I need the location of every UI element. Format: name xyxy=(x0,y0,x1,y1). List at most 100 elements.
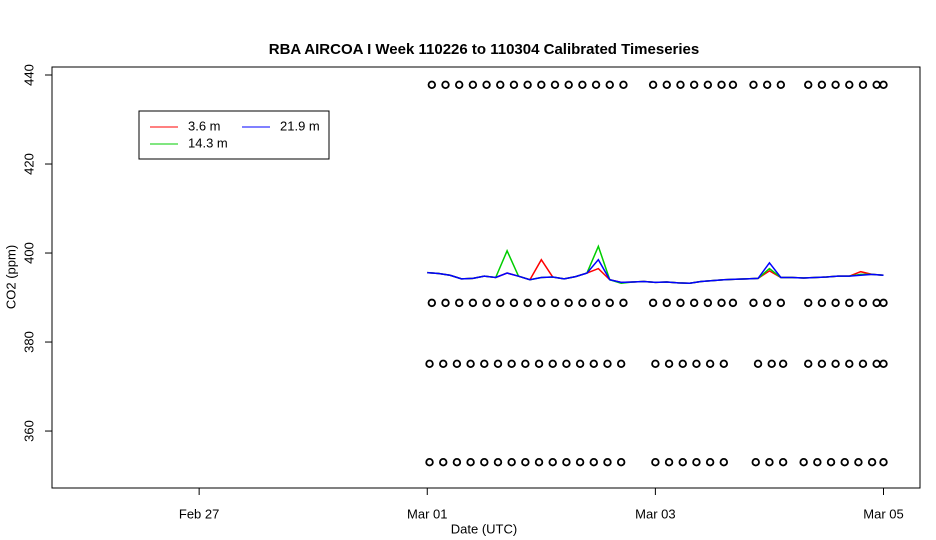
legend-label: 21.9 m xyxy=(280,118,320,133)
flag-point xyxy=(468,298,478,308)
flag-point xyxy=(480,457,489,467)
flag-point xyxy=(689,298,699,308)
flag-point xyxy=(719,359,729,369)
flag-point xyxy=(591,80,601,90)
flag-point xyxy=(425,359,434,369)
flag-point xyxy=(482,298,491,308)
flag-point xyxy=(537,80,546,90)
y-tick-label: 400 xyxy=(21,242,36,264)
flag-point xyxy=(480,359,489,369)
plot-frame xyxy=(51,66,921,489)
flag-point xyxy=(648,298,658,308)
flag-point xyxy=(749,80,758,90)
flag-point xyxy=(454,298,464,308)
flag-point xyxy=(813,457,822,467)
flag-point xyxy=(689,80,699,90)
flag-point xyxy=(452,457,462,467)
flag-point xyxy=(719,457,729,467)
flag-point xyxy=(705,457,715,467)
flag-point xyxy=(651,457,660,467)
flag-point xyxy=(493,457,503,467)
flag-point xyxy=(717,298,726,308)
series-line xyxy=(427,258,884,285)
flag-point xyxy=(858,80,868,90)
x-tick-label: Feb 27 xyxy=(179,506,219,521)
flag-point xyxy=(439,457,448,467)
flag-point xyxy=(439,359,448,369)
flag-point xyxy=(858,359,868,369)
flag-point xyxy=(534,359,544,369)
flag-point xyxy=(482,80,491,90)
flag-point xyxy=(804,359,813,369)
flag-point xyxy=(845,359,854,369)
x-tick-label: Mar 03 xyxy=(635,506,675,521)
flag-point xyxy=(466,457,475,467)
flag-point xyxy=(753,359,763,369)
flag-point xyxy=(872,359,881,369)
flag-point xyxy=(872,298,881,308)
flag-point xyxy=(664,359,674,369)
flag-point xyxy=(678,457,687,467)
flag-point xyxy=(619,298,628,308)
flag-point xyxy=(603,359,612,369)
flag-point xyxy=(728,298,738,308)
flag-point xyxy=(521,359,530,369)
flag-point xyxy=(493,359,503,369)
flag-point xyxy=(831,298,840,308)
series-line xyxy=(427,258,884,285)
flag-point xyxy=(548,457,557,467)
y-tick-label: 440 xyxy=(21,64,36,86)
flag-point xyxy=(705,359,715,369)
flag-point xyxy=(441,80,450,90)
flag-point xyxy=(804,298,813,308)
flag-point xyxy=(676,80,685,90)
flag-point xyxy=(648,80,658,90)
flag-point xyxy=(854,457,863,467)
flag-point xyxy=(425,457,434,467)
flag-point xyxy=(616,359,626,369)
flag-point xyxy=(619,80,628,90)
flag-point xyxy=(509,80,519,90)
flag-point xyxy=(858,298,868,308)
flag-point xyxy=(550,80,560,90)
y-axis-label: CO2 (ppm) xyxy=(3,245,18,309)
x-tick-label: Mar 05 xyxy=(863,506,903,521)
flag-point xyxy=(523,298,532,308)
flag-point xyxy=(662,80,671,90)
flag-point xyxy=(762,80,772,90)
flag-point xyxy=(496,298,505,308)
flag-point xyxy=(507,359,516,369)
flag-point xyxy=(879,359,888,369)
flag-point xyxy=(496,80,505,90)
x-tick-label: Mar 01 xyxy=(407,506,447,521)
chart-title: RBA AIRCOA I Week 110226 to 110304 Calib… xyxy=(269,41,700,58)
flag-point xyxy=(778,457,788,467)
flag-point xyxy=(840,457,849,467)
flag-point xyxy=(578,298,587,308)
flag-point xyxy=(441,298,450,308)
legend-label: 3.6 m xyxy=(188,118,221,133)
flag-point xyxy=(662,298,671,308)
y-tick-label: 360 xyxy=(21,420,36,442)
flag-point xyxy=(537,298,546,308)
flag-point xyxy=(589,359,598,369)
flag-point xyxy=(804,80,813,90)
flag-point xyxy=(703,80,713,90)
flag-point xyxy=(845,80,854,90)
flag-point xyxy=(867,457,877,467)
flag-point xyxy=(575,457,585,467)
flag-point xyxy=(605,298,614,308)
flag-point xyxy=(534,457,544,467)
y-tick-label: 420 xyxy=(21,153,36,175)
y-tick-label: 380 xyxy=(21,331,36,353)
flag-point xyxy=(523,80,532,90)
flag-point xyxy=(778,359,788,369)
flag-point xyxy=(678,359,687,369)
flag-point xyxy=(703,298,713,308)
flag-point xyxy=(452,359,462,369)
flag-point xyxy=(728,80,738,90)
flag-point xyxy=(879,298,888,308)
flag-point xyxy=(562,457,571,467)
flag-point xyxy=(872,80,881,90)
